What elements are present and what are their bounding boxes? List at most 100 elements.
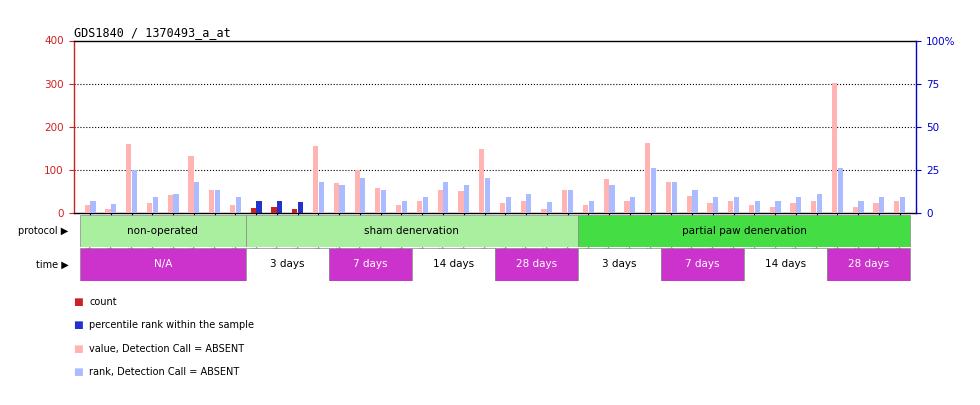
Bar [506, 197, 511, 213]
Bar [422, 197, 427, 213]
Bar [645, 143, 651, 213]
Bar [651, 168, 656, 213]
Bar [541, 209, 547, 213]
Bar [79, 248, 246, 281]
Bar [209, 190, 215, 213]
Bar [817, 194, 822, 213]
Bar [708, 203, 712, 213]
Bar [728, 200, 733, 213]
Bar [879, 197, 884, 213]
Text: value, Detection Call = ABSENT: value, Detection Call = ABSENT [89, 344, 244, 354]
Text: rank, Detection Call = ABSENT: rank, Detection Call = ABSENT [89, 367, 239, 377]
Bar [168, 194, 172, 213]
Bar [298, 202, 303, 213]
Bar [251, 208, 256, 213]
Bar [292, 209, 298, 213]
Bar [775, 200, 781, 213]
Bar [769, 207, 775, 213]
Bar [630, 197, 635, 213]
Bar [90, 200, 96, 213]
Bar [604, 179, 609, 213]
Text: 3 days: 3 days [602, 260, 637, 269]
Bar [334, 183, 339, 213]
Bar [153, 197, 158, 213]
Bar [277, 200, 282, 213]
Bar [755, 200, 760, 213]
Bar [339, 185, 345, 213]
Bar [811, 200, 816, 213]
Bar [624, 200, 629, 213]
Bar [500, 203, 505, 213]
Bar [589, 200, 594, 213]
Bar [437, 190, 443, 213]
Bar [661, 248, 744, 281]
Bar [692, 190, 698, 213]
Bar [578, 248, 661, 281]
Bar [744, 248, 827, 281]
Text: 28 days: 28 days [515, 260, 557, 269]
Text: ■: ■ [74, 344, 83, 354]
Bar [563, 190, 567, 213]
Text: N/A: N/A [154, 260, 172, 269]
Text: percentile rank within the sample: percentile rank within the sample [89, 320, 254, 330]
Text: sham denervation: sham denervation [365, 226, 460, 236]
Bar [246, 248, 329, 281]
Bar [749, 205, 755, 213]
Bar [188, 156, 194, 213]
Bar [665, 181, 671, 213]
Text: time ▶: time ▶ [36, 260, 69, 269]
Bar [329, 248, 412, 281]
Bar [173, 194, 178, 213]
Bar [375, 188, 380, 213]
Bar [215, 190, 220, 213]
Text: protocol ▶: protocol ▶ [19, 226, 69, 236]
Bar [610, 185, 614, 213]
Bar [416, 200, 422, 213]
Bar [832, 83, 837, 213]
Bar [257, 200, 262, 213]
Bar [459, 191, 464, 213]
Text: ■: ■ [74, 367, 83, 377]
Bar [313, 146, 318, 213]
Bar [838, 168, 843, 213]
Bar [791, 203, 796, 213]
Text: 28 days: 28 days [848, 260, 889, 269]
Bar [235, 197, 241, 213]
Bar [583, 205, 588, 213]
Bar [900, 197, 906, 213]
Bar [230, 205, 235, 213]
Bar [713, 197, 718, 213]
Bar [495, 248, 578, 281]
Text: 7 days: 7 days [685, 260, 719, 269]
Text: 7 days: 7 days [353, 260, 388, 269]
Bar [520, 200, 526, 213]
Bar [79, 215, 246, 247]
Bar [827, 248, 910, 281]
Text: ■: ■ [74, 320, 83, 330]
Text: non-operated: non-operated [127, 226, 198, 236]
Bar [734, 197, 739, 213]
Bar [126, 144, 131, 213]
Bar [361, 178, 366, 213]
Bar [246, 215, 578, 247]
Bar [412, 248, 495, 281]
Bar [671, 181, 677, 213]
Bar [132, 170, 137, 213]
Bar [271, 207, 276, 213]
Bar [578, 215, 910, 247]
Bar [464, 185, 469, 213]
Bar [402, 200, 407, 213]
Text: 14 days: 14 days [765, 260, 807, 269]
Bar [796, 197, 802, 213]
Text: 14 days: 14 days [433, 260, 474, 269]
Bar [858, 200, 863, 213]
Bar [526, 194, 531, 213]
Text: ■: ■ [74, 297, 83, 307]
Bar [443, 181, 449, 213]
Bar [194, 181, 199, 213]
Bar [547, 202, 553, 213]
Bar [567, 190, 573, 213]
Text: 3 days: 3 days [270, 260, 305, 269]
Bar [381, 190, 386, 213]
Bar [84, 205, 90, 213]
